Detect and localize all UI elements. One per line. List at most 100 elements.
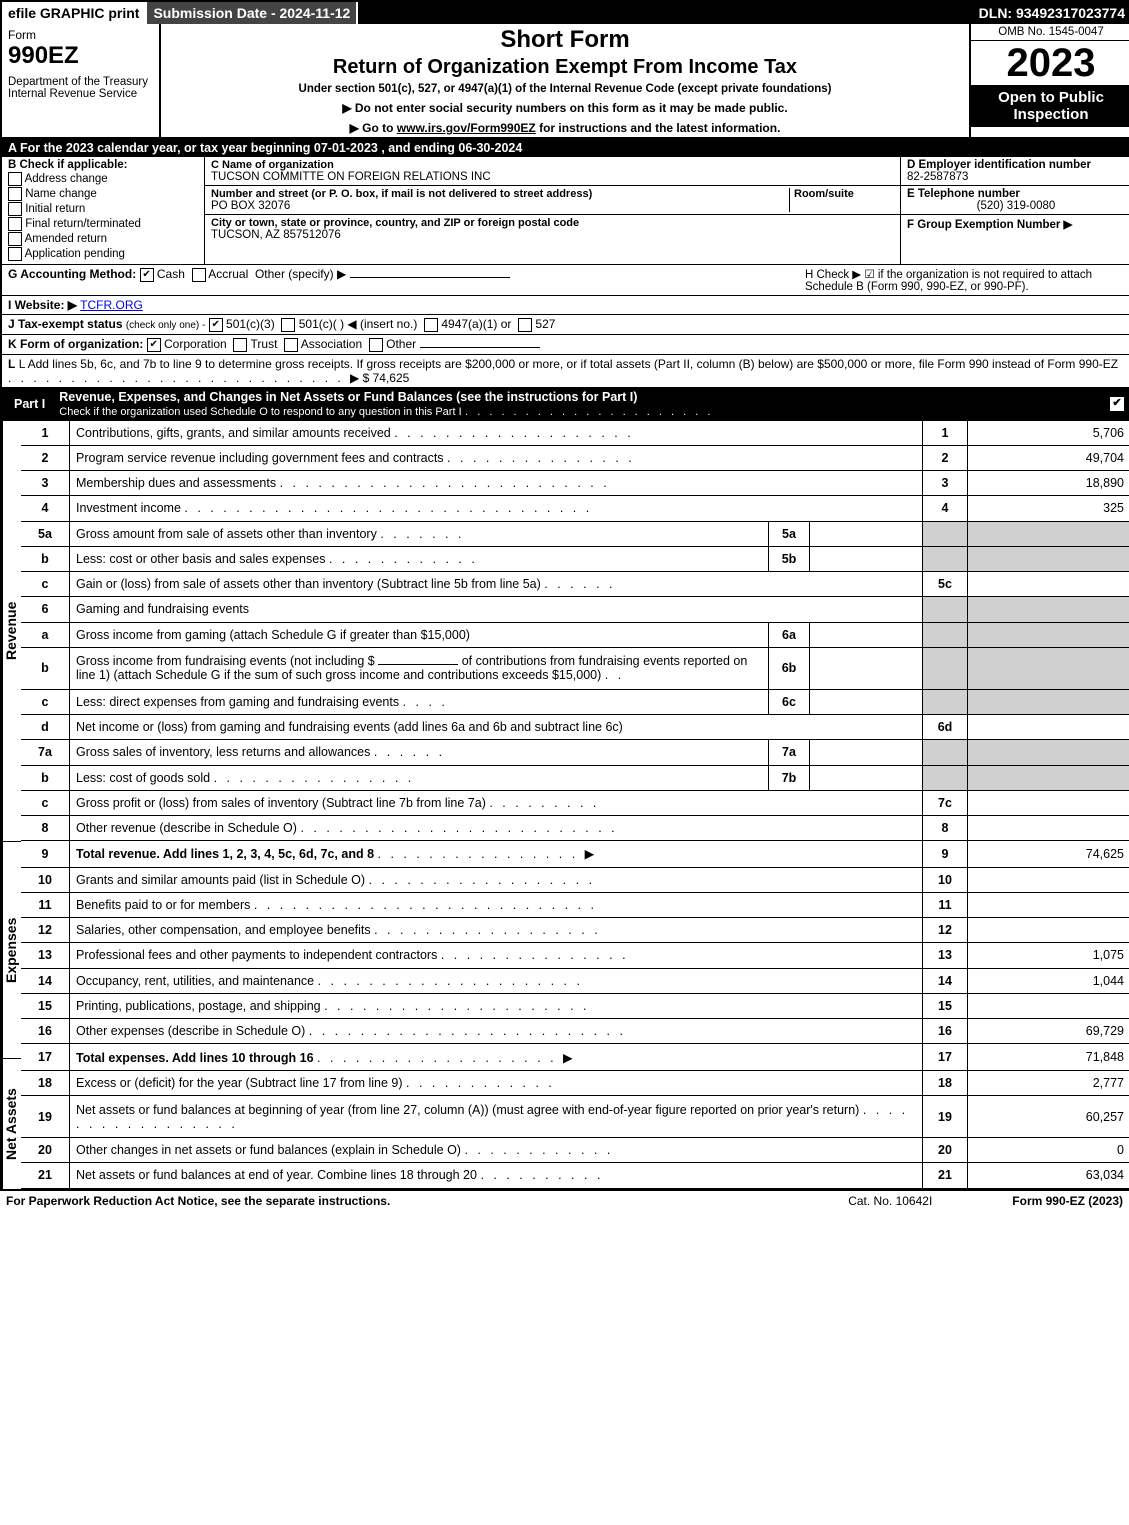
subtitle: Under section 501(c), 527, or 4947(a)(1)… (165, 83, 965, 95)
part-1-schedule-o-checkbox[interactable] (1109, 396, 1125, 412)
column-b: B Check if applicable: Address change Na… (2, 157, 205, 264)
c-room-hdr: Room/suite (794, 188, 854, 200)
line-15: 15Printing, publications, postage, and s… (21, 993, 1129, 1018)
line-19: 19Net assets or fund balances at beginni… (21, 1095, 1129, 1137)
l-amount: ▶ $ 74,625 (350, 371, 409, 385)
header-right: OMB No. 1545-0047 2023 Open to Public In… (969, 24, 1129, 137)
val-2: 49,704 (968, 445, 1129, 470)
line-13: 13Professional fees and other payments t… (21, 943, 1129, 968)
line-9: 9Total revenue. Add lines 1, 2, 3, 4, 5c… (21, 841, 1129, 867)
line-12: 12Salaries, other compensation, and empl… (21, 918, 1129, 943)
chk-address-change[interactable]: Address change (8, 172, 198, 186)
header: Form 990EZ Department of the Treasury In… (2, 24, 1129, 139)
val-20: 0 (968, 1138, 1129, 1163)
footer-form: Form 990-EZ (2023) (1012, 1194, 1123, 1208)
line-a: A For the 2023 calendar year, or tax yea… (2, 139, 1129, 157)
checkbox-icon (8, 172, 22, 186)
part-1-title: Revenue, Expenses, and Changes in Net As… (59, 390, 637, 404)
line-7c: cGross profit or (loss) from sales of in… (21, 790, 1129, 815)
chk-application-pending[interactable]: Application pending (8, 247, 198, 261)
form-990ez-page: efile GRAPHIC print Submission Date - 20… (0, 0, 1129, 1191)
d-tel-hdr: E Telephone number (907, 188, 1020, 200)
line-2: 2Program service revenue including gover… (21, 445, 1129, 470)
line-k: K Form of organization: Corporation Trus… (2, 335, 1129, 355)
g-other: Other (specify) ▶ (255, 267, 346, 281)
goto-post: for instructions and the latest informat… (536, 121, 781, 135)
checkbox-icon (8, 247, 22, 261)
title-main: Return of Organization Exempt From Incom… (165, 56, 965, 79)
c-street-hdr: Number and street (or P. O. box, if mail… (211, 188, 592, 200)
val-16: 69,729 (968, 1019, 1129, 1044)
vlabel-revenue: Revenue (2, 420, 21, 841)
goto-pre: ▶ Go to (350, 121, 397, 135)
footer-catno: Cat. No. 10642I (848, 1194, 932, 1208)
ein: 82-2587873 (907, 171, 968, 183)
line-21: 21Net assets or fund balances at end of … (21, 1163, 1129, 1188)
chk-corporation[interactable] (147, 338, 161, 352)
h-text: H Check ▶ ☑ if the organization is not r… (805, 267, 1125, 293)
line-6c: cLess: direct expenses from gaming and f… (21, 689, 1129, 714)
line-7b: bLess: cost of goods sold . . . . . . . … (21, 765, 1129, 790)
val-3: 18,890 (968, 471, 1129, 496)
val-17: 71,848 (968, 1044, 1129, 1070)
line-l: L L Add lines 5b, 6c, and 7b to line 9 t… (2, 355, 1129, 388)
line-1: 1Contributions, gifts, grants, and simil… (21, 420, 1129, 445)
d-ein-hdr: D Employer identification number (907, 159, 1091, 171)
page-footer: For Paperwork Reduction Act Notice, see … (0, 1191, 1129, 1211)
checkbox-icon (8, 187, 22, 201)
website-link[interactable]: TCFR.ORG (80, 298, 143, 312)
val-18: 2,777 (968, 1070, 1129, 1095)
org-block: B Check if applicable: Address change Na… (2, 157, 1129, 265)
line-18: 18Excess or (deficit) for the year (Subt… (21, 1070, 1129, 1095)
chk-501c3[interactable] (209, 318, 223, 332)
line-5c: cGain or (loss) from sale of assets othe… (21, 572, 1129, 597)
chk-initial-return[interactable]: Initial return (8, 202, 198, 216)
part-1-body: Revenue Expenses Net Assets 1Contributio… (2, 420, 1129, 1189)
irs-link[interactable]: www.irs.gov/Form990EZ (397, 121, 536, 135)
footer-notice: For Paperwork Reduction Act Notice, see … (6, 1194, 390, 1208)
chk-cash[interactable] (140, 268, 154, 282)
efile-label: efile GRAPHIC print (2, 2, 147, 24)
c-city-hdr: City or town, state or province, country… (211, 217, 579, 229)
org-city: TUCSON, AZ 857512076 (211, 229, 341, 241)
org-name: TUCSON COMMITTE ON FOREIGN RELATIONS INC (211, 171, 491, 183)
org-street: PO BOX 32076 (211, 200, 290, 212)
goto-link: ▶ Go to www.irs.gov/Form990EZ for instru… (165, 121, 965, 135)
form-number: 990EZ (8, 42, 153, 70)
topbar: efile GRAPHIC print Submission Date - 20… (2, 2, 1129, 24)
chk-name-change[interactable]: Name change (8, 187, 198, 201)
tax-year: 2023 (971, 41, 1129, 85)
chk-4947[interactable] (424, 318, 438, 332)
b-label: B Check if applicable: (8, 159, 198, 171)
chk-association[interactable] (284, 338, 298, 352)
chk-amended-return[interactable]: Amended return (8, 232, 198, 246)
vlabel-net-assets: Net Assets (2, 1058, 21, 1189)
line-i: I Website: ▶ TCFR.ORG (2, 296, 1129, 315)
line-6b: bGross income from fundraising events (n… (21, 647, 1129, 689)
chk-527[interactable] (518, 318, 532, 332)
submission-date: Submission Date - 2024-11-12 (147, 2, 358, 24)
form-label: Form (8, 28, 153, 42)
part-1-table: 1Contributions, gifts, grants, and simil… (21, 420, 1129, 1189)
d-grp-hdr: F Group Exemption Number ▶ (907, 219, 1072, 231)
vertical-labels: Revenue Expenses Net Assets (2, 420, 21, 1189)
val-13: 1,075 (968, 943, 1129, 968)
line-5b: bLess: cost or other basis and sales exp… (21, 546, 1129, 571)
line-6a: aGross income from gaming (attach Schedu… (21, 622, 1129, 647)
chk-accrual[interactable] (192, 268, 206, 282)
chk-final-return[interactable]: Final return/terminated (8, 217, 198, 231)
i-label: I Website: ▶ (8, 298, 77, 312)
k-label: K Form of organization: (8, 337, 143, 351)
line-14: 14Occupancy, rent, utilities, and mainte… (21, 968, 1129, 993)
line-6: 6Gaming and fundraising events (21, 597, 1129, 622)
line-20: 20Other changes in net assets or fund ba… (21, 1138, 1129, 1163)
line-11: 11Benefits paid to or for members . . . … (21, 892, 1129, 917)
chk-501c[interactable] (281, 318, 295, 332)
chk-other[interactable] (369, 338, 383, 352)
line-5a: 5aGross amount from sale of assets other… (21, 521, 1129, 546)
column-d: D Employer identification number 82-2587… (900, 157, 1129, 264)
val-4: 325 (968, 496, 1129, 521)
omb-number: OMB No. 1545-0047 (971, 24, 1129, 41)
checkbox-icon (8, 232, 22, 246)
chk-trust[interactable] (233, 338, 247, 352)
